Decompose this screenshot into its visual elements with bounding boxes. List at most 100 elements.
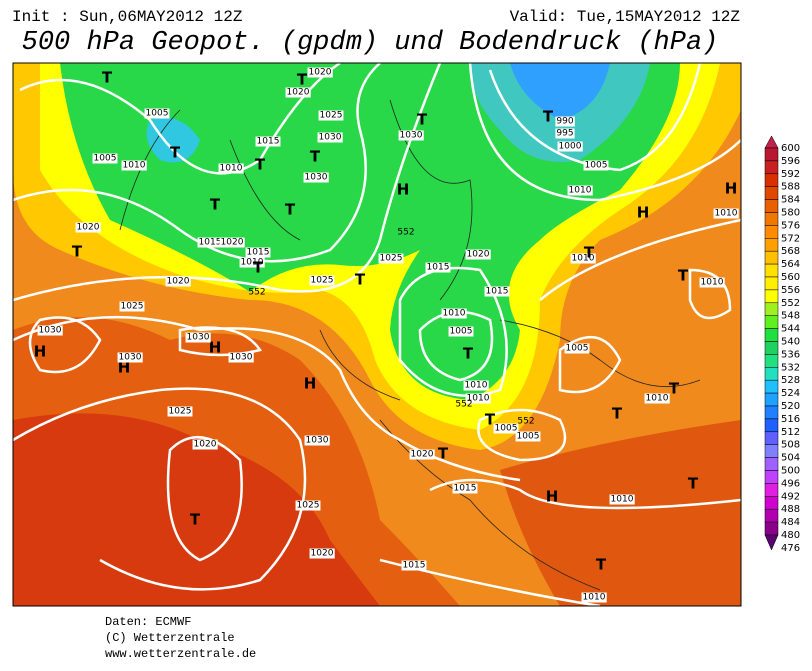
colorbar-label: 548 (781, 311, 800, 322)
pressure-center: H (725, 180, 738, 198)
pressure-center: H (397, 181, 410, 199)
label-background (317, 132, 343, 143)
colorbar-cap (764, 534, 779, 551)
label-background (185, 332, 211, 343)
pressure-center: T (485, 411, 496, 429)
colorbar-swatch (764, 521, 779, 536)
contour-label: 1010 (646, 394, 669, 404)
contour-label: 1020 (311, 549, 334, 559)
colorbar-swatch (764, 418, 779, 433)
pressure-center: T (463, 345, 474, 363)
pressure-center: T (669, 380, 680, 398)
label-background (465, 393, 491, 404)
contour-label: 1015 (199, 238, 222, 248)
map-frame (12, 62, 742, 607)
contour-label: 1030 (319, 133, 342, 143)
coastline (119, 99, 701, 591)
colorbar-label: 512 (781, 427, 800, 438)
contour-label: 1030 (305, 173, 328, 183)
contour-label: 1015 (427, 263, 450, 273)
contour-label: 1020 (287, 88, 310, 98)
contour-label: 1020 (77, 223, 100, 233)
contour-label: 1015 (454, 484, 477, 494)
contour-label: 1005 (585, 161, 608, 171)
pressure-center: T (543, 108, 554, 126)
colorbar-label: 484 (781, 517, 800, 528)
footer-line: www.wetterzentrale.de (105, 647, 256, 661)
label-background (307, 67, 333, 78)
colorbar-swatch (764, 302, 779, 316)
label-background (493, 423, 519, 434)
colorbar-swatch (764, 276, 779, 291)
contour-label: 1030 (187, 333, 210, 343)
init-time: Init : Sun,06MAY2012 12Z (12, 8, 243, 26)
contour-label: 1020 (194, 440, 217, 450)
label-background (515, 431, 541, 442)
colorbar-swatch (764, 315, 779, 329)
valid-time: Valid: Tue,15MAY2012 12Z (510, 8, 741, 26)
pressure-center: T (255, 156, 266, 174)
contour-label: 1030 (400, 131, 423, 141)
contour-label: 1020 (467, 250, 490, 260)
pressure-center: H (637, 204, 650, 222)
colorbar-swatch (764, 470, 779, 484)
colorbar-label: 584 (781, 195, 800, 206)
colorbar-label: 524 (781, 388, 800, 399)
contour-label: 1010 (572, 254, 595, 264)
label-background (295, 500, 321, 511)
label-background (218, 163, 244, 174)
contour-label: 1010 (220, 164, 243, 174)
label-background (452, 483, 478, 494)
colorbar-label: 560 (781, 272, 800, 283)
colorbar-swatch (764, 379, 779, 394)
colorbar-label: 488 (781, 504, 800, 515)
label-background (401, 560, 427, 571)
contour-label: 1005 (566, 344, 589, 354)
contour-label: 1025 (297, 501, 320, 511)
pressure-center: T (170, 144, 181, 162)
colorbar-swatch (764, 392, 779, 407)
colorbar-swatch (764, 289, 779, 304)
colorbar-swatch (764, 173, 779, 187)
pressure-center: T (688, 475, 699, 493)
colorbar-label: 496 (781, 478, 800, 489)
contour-label: 1005 (450, 327, 473, 337)
contour-label: 1030 (306, 436, 329, 446)
pressure-center: T (102, 69, 113, 87)
colorbar-swatch (764, 457, 779, 471)
colorbar-label: 508 (781, 440, 800, 451)
label-background (644, 393, 670, 404)
label-background (448, 326, 474, 337)
colorbar-label: 564 (781, 259, 800, 270)
label-background (318, 110, 344, 121)
colorbar-label: 516 (781, 414, 800, 425)
contour-label: 1000 (559, 142, 582, 152)
contour-label: 1010 (701, 278, 724, 288)
label-background (309, 548, 335, 559)
colorbar-swatch (764, 405, 779, 420)
contour-label: 1010 (569, 186, 592, 196)
label-background (119, 301, 145, 312)
colorbar-swatch (764, 147, 779, 162)
label-background (555, 128, 575, 139)
colorbar-swatch (764, 186, 779, 200)
colorbar-swatch (764, 508, 779, 523)
label-background (581, 592, 607, 603)
colorbar-swatch (764, 431, 779, 445)
colorbar-label: 592 (781, 169, 800, 180)
colorbar-label: 588 (781, 182, 800, 193)
label-background (165, 276, 191, 287)
contour-label: 552 (248, 288, 265, 298)
cold-core (510, 63, 610, 120)
contour-label: 1010 (241, 258, 264, 268)
label-background (255, 136, 281, 147)
contour-label: 1020 (411, 450, 434, 460)
label-background (555, 116, 575, 127)
colorbar-swatch (764, 263, 779, 278)
contour-label: 1005 (146, 109, 169, 119)
colorbar-label: 536 (781, 349, 800, 360)
colorbar-label: 532 (781, 362, 800, 373)
pressure-center: T (297, 71, 308, 89)
